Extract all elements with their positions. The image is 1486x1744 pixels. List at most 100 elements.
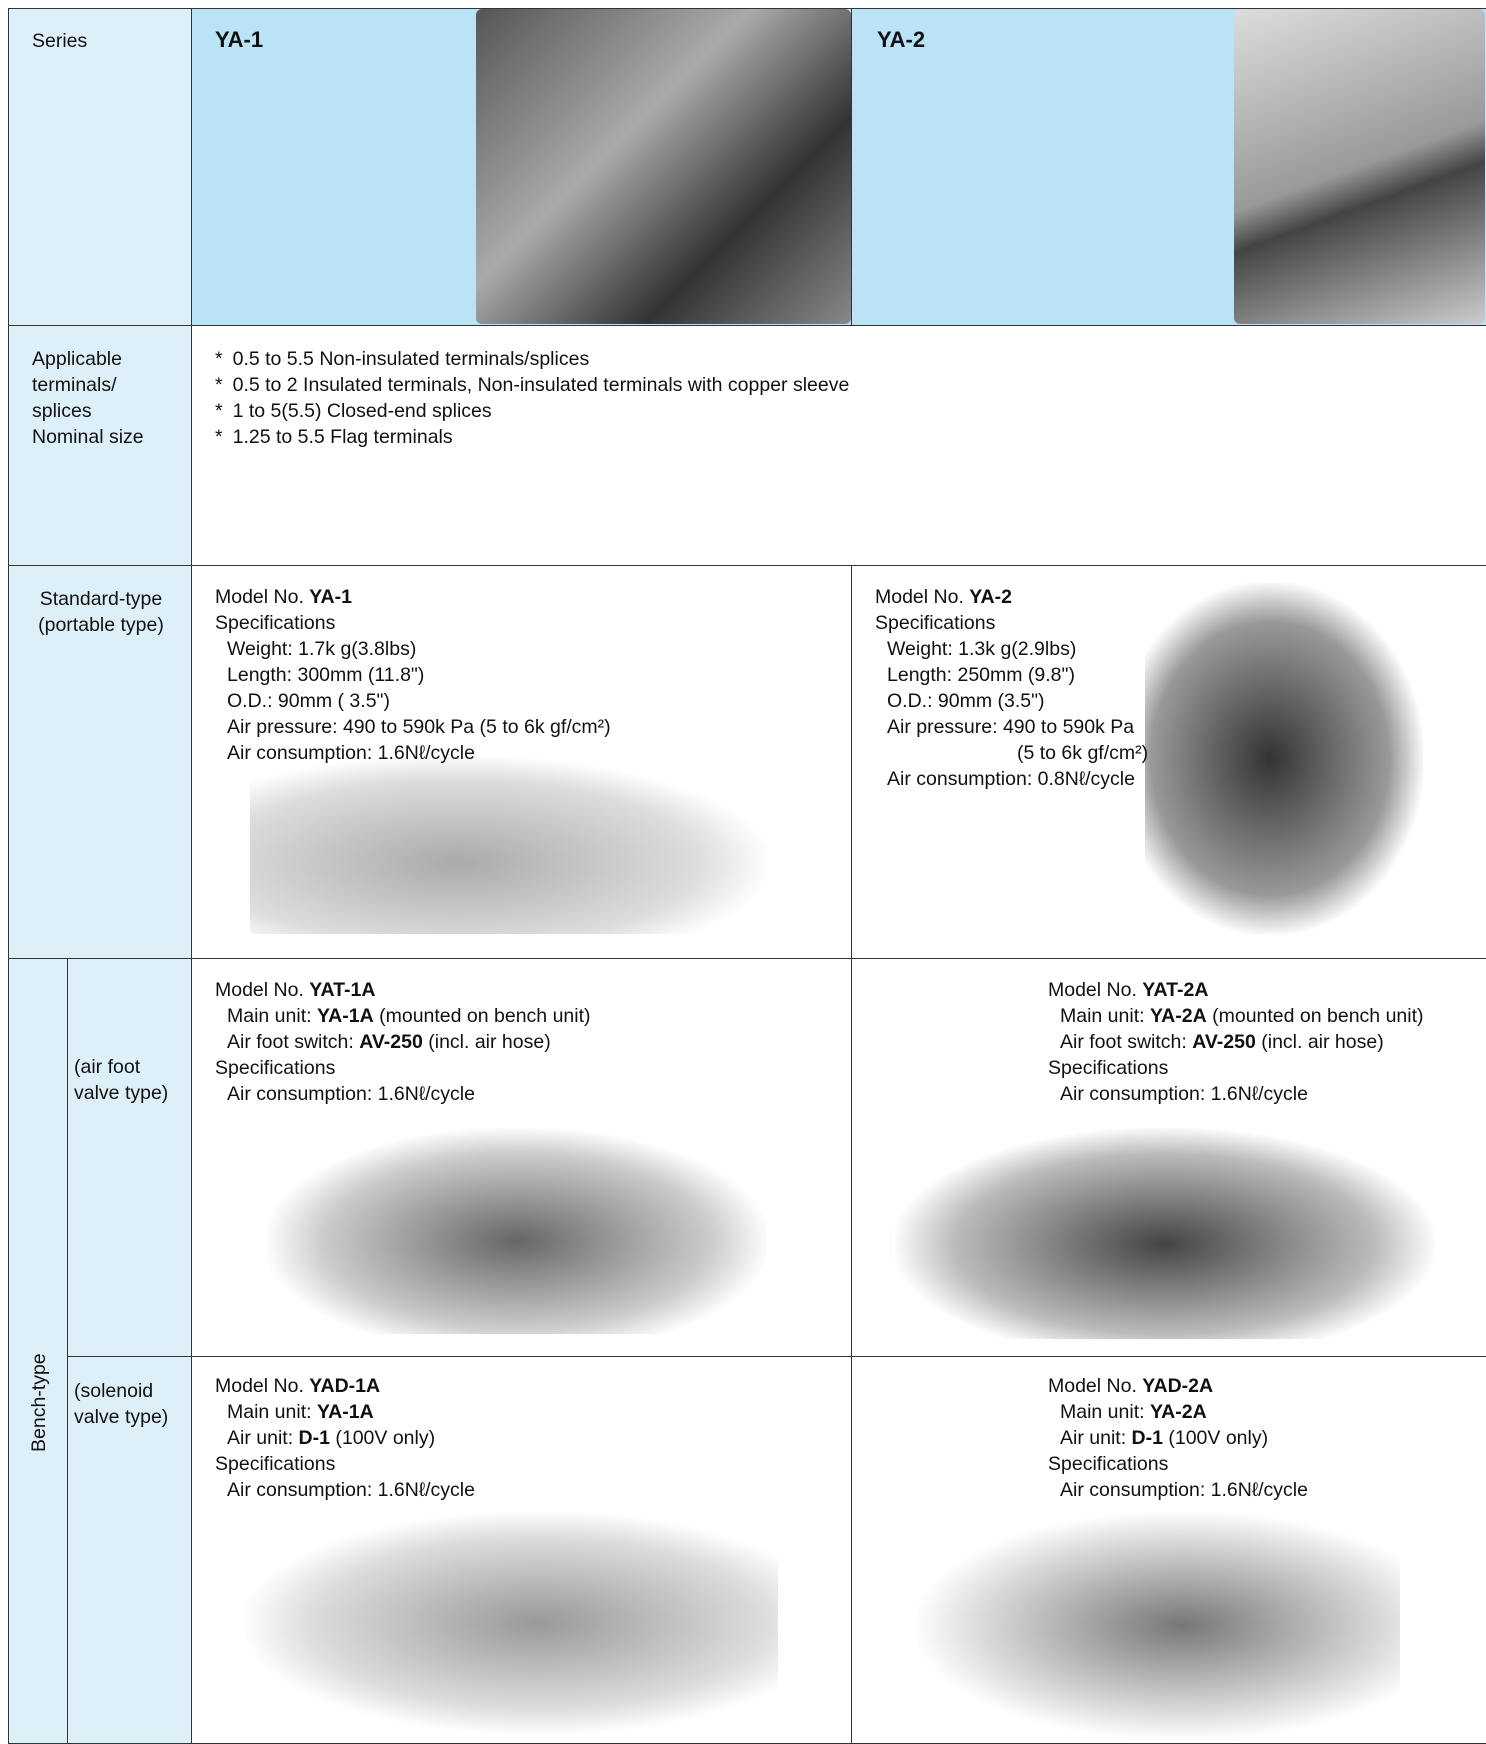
model-code: YAD-1A [309,1375,381,1397]
model-code: D-1 [298,1427,330,1449]
model-code: YAT-2A [1142,979,1209,1001]
spec-line: Length: 300mm (11.8") [227,664,425,686]
text: (mounted on bench unit) [1206,1005,1424,1027]
product-photo [267,1128,767,1334]
model-code: YA-1 [309,586,352,608]
row-label: Applicable [32,348,122,370]
model-line: Model No. YAT-1A [215,977,591,1003]
detail-line: Main unit: YA-2A [1048,1399,1308,1425]
model-code: YA-1A [316,1401,374,1423]
spec-line: Air consumption: 1.6Nℓ/cycle [1060,1083,1308,1105]
item-text: 1 to 5(5.5) Closed-end splices [232,400,492,422]
spec-line: Air consumption: 1.6Nℓ/cycle [227,1083,475,1105]
model-code: AV-250 [359,1031,423,1053]
text: Model No. [1048,1375,1143,1397]
model-line: Model No. YAT-2A [1048,977,1424,1003]
table-cell [67,958,192,1357]
spec-block: Model No. YAD-2A Main unit: YA-2A Air unit… [1048,1373,1308,1503]
model-code: D-1 [1131,1427,1163,1449]
spec-line: (5 to 6k gf/cm²) [1017,742,1149,764]
table-cell [191,325,1486,566]
model-line: Model No. YAD-2A [1048,1373,1308,1399]
text: Main unit: [227,1005,317,1027]
spec-line: Weight: 1.7k g(3.8lbs) [227,638,417,660]
text: Air foot switch: [1060,1031,1193,1053]
product-photo [245,1512,778,1734]
detail-line: Air unit: D-1 (100V only) [215,1425,475,1451]
row-label: valve type) [74,1082,169,1104]
specs-heading: Specifications [1048,1453,1169,1475]
spec-line: Air consumption: 1.6Nℓ/cycle [227,742,475,764]
text: (100V only) [1162,1427,1269,1449]
text: Model No. [875,586,970,608]
specs-heading: Specifications [1048,1057,1169,1079]
row-label: Standard-type [39,588,163,610]
specs-heading: Specifications [215,612,336,634]
spec-block: Model No. YAT-2A Main unit: YA-2A (mounte… [1048,977,1424,1107]
list-item: * 1 to 5(5.5) Closed-end splices [215,398,492,424]
row-label: Bench-type [28,1353,50,1452]
product-photo [895,1128,1434,1339]
detail-line: Main unit: YA-1A (mounted on bench unit) [215,1003,591,1029]
row-label: (air foot [74,1056,141,1078]
spec-block: Model No. YA-1 Specifications Weight: 1.7k… [215,584,611,766]
spec-line: Air consumption: 0.8Nℓ/cycle [887,768,1135,790]
table-cell [8,565,192,959]
row-label: (portable type) [38,614,164,636]
row-label: valve type) [74,1406,169,1428]
row-label: Series [32,30,88,52]
spec-line: O.D.: 90mm ( 3.5") [227,690,390,712]
spec-line: Weight: 1.3k g(2.9lbs) [887,638,1077,660]
text: Main unit: [1060,1401,1150,1423]
model-code: AV-250 [1192,1031,1256,1053]
bullet: * [215,348,223,370]
spec-line: Air consumption: 1.6Nℓ/cycle [1060,1479,1308,1501]
spec-block: Model No. YAD-1A Main unit: YA-1A Air unit… [215,1373,475,1503]
model-code: YA-2 [969,586,1012,608]
model-code: YAT-1A [309,979,376,1001]
detail-line: Main unit: YA-1A [215,1399,475,1425]
series-name: YA-2 [877,27,926,52]
model-line: Model No. YAD-1A [215,1373,475,1399]
product-photo [250,756,767,934]
text: (incl. air hose) [422,1031,551,1053]
bullet: * [215,426,223,448]
spec-block: Model No. YAT-1A Main unit: YA-1A (mounte… [215,977,591,1107]
list-item: * 0.5 to 2 Insulated terminals, Non-insul… [215,372,849,398]
table-cell [8,325,192,566]
spec-line: Length: 250mm (9.8") [887,664,1075,686]
product-photo [1234,9,1485,324]
row-label: terminals/ [32,374,117,396]
model-line: Model No. YA-1 [215,584,611,610]
model-code: YA-1A [316,1005,374,1027]
row-label: splices [32,400,92,422]
series-name: YA-1 [215,27,264,52]
text: Model No. [1048,979,1143,1001]
bullet: * [215,374,223,396]
text: Air foot switch: [227,1031,360,1053]
text: Main unit: [1060,1005,1150,1027]
detail-line: Air unit: D-1 (100V only) [1048,1425,1308,1451]
product-photo [1145,583,1423,934]
model-code: YA-2A [1149,1401,1207,1423]
detail-line: Air foot switch: AV-250 (incl. air hose) [1048,1029,1424,1055]
row-label: (solenoid [74,1380,154,1402]
text: Model No. [215,586,310,608]
text: (incl. air hose) [1255,1031,1384,1053]
specs-heading: Specifications [215,1453,336,1475]
row-label: Nominal size [32,426,144,448]
text: Air unit: [1060,1427,1132,1449]
item-text: 1.25 to 5.5 Flag terminals [232,426,453,448]
product-photo [476,9,851,324]
item-text: 0.5 to 2 Insulated terminals, Non-insula… [232,374,850,396]
spec-line: Air pressure: 490 to 590k Pa [887,716,1135,738]
text: (100V only) [329,1427,436,1449]
spec-line: Air consumption: 1.6Nℓ/cycle [227,1479,475,1501]
text: Air unit: [227,1427,299,1449]
detail-line: Main unit: YA-2A (mounted on bench unit) [1048,1003,1424,1029]
text: (mounted on bench unit) [373,1005,591,1027]
table-cell [67,1356,192,1744]
model-code: YAD-2A [1142,1375,1214,1397]
product-photo [917,1512,1400,1739]
